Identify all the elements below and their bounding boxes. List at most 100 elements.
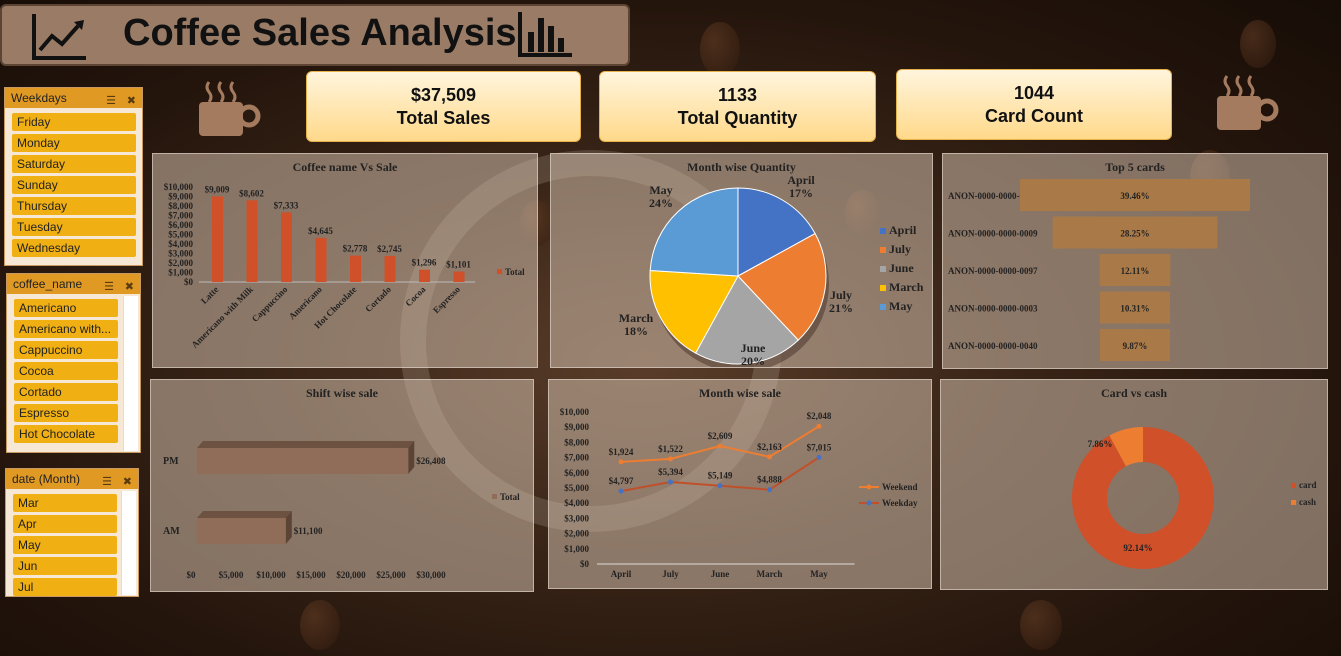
- bar-latte: [212, 196, 223, 282]
- weekdays-slicer[interactable]: Weekdays ☰ ✖ Friday Monday Saturday Sund…: [4, 87, 143, 266]
- y-tick-label: $9,000: [168, 192, 193, 202]
- legend-label: cash: [1299, 497, 1316, 507]
- data-point: [767, 454, 772, 460]
- y-tick-label: $9,000: [564, 422, 589, 432]
- slicer-item[interactable]: Americano with...: [14, 320, 118, 338]
- slicer-item[interactable]: Cocoa: [14, 362, 118, 380]
- legend-label: June: [889, 261, 914, 275]
- slicer-item[interactable]: Mar: [13, 494, 117, 512]
- bar-cortado: [384, 255, 396, 282]
- y-tick-label: $6,000: [564, 468, 589, 478]
- slicer-item[interactable]: Hot Chocolate: [14, 425, 118, 443]
- y-tick-label: $0: [184, 277, 194, 287]
- data-label: $8,602: [239, 188, 264, 198]
- clear-filter-icon[interactable]: ✖: [122, 476, 132, 488]
- page-title: Coffee Sales Analysis: [123, 12, 517, 54]
- multi-select-icon[interactable]: ☰: [102, 476, 112, 488]
- slicer-item[interactable]: Saturday: [12, 155, 136, 173]
- clear-filter-icon[interactable]: ✖: [126, 95, 136, 107]
- category-label: ANON-0000-0000-0012: [948, 191, 1038, 201]
- data-point: [816, 454, 822, 460]
- bar-top-face: [197, 441, 415, 448]
- month-quantity-chart: Month wise Quantity April 17% July 21% June 2…: [550, 153, 933, 368]
- coffee-name-slicer[interactable]: coffee_name ☰ ✖ Americano Americano with…: [6, 273, 141, 453]
- slicer-header: Weekdays ☰ ✖: [5, 88, 142, 108]
- slicer-scrollbar[interactable]: [123, 296, 138, 451]
- data-label: June 20%: [741, 341, 766, 367]
- data-label: $26,408: [416, 456, 446, 466]
- slicer-header: coffee_name ☰ ✖: [7, 274, 140, 294]
- pie-slice-may: [649, 187, 739, 277]
- coffee-bean-image: [700, 22, 740, 76]
- slicer-item[interactable]: Friday: [12, 113, 136, 131]
- bar-hot-chocolate: [350, 255, 361, 282]
- slicer-item[interactable]: Monday: [12, 134, 136, 152]
- legend-label: Total: [505, 267, 525, 277]
- y-tick-label: $10,000: [560, 407, 590, 417]
- category-label: PM: [163, 456, 179, 467]
- slicer-item[interactable]: Tuesday: [12, 218, 136, 236]
- slicer-item[interactable]: Wednesday: [12, 239, 136, 257]
- month-sale-plot: $10,000 $9,000 $8,000 $7,000 $6,000 $5,000 $4,…: [560, 407, 918, 579]
- y-tick-label: $1,000: [564, 544, 589, 554]
- slicer-title: coffee_name: [13, 277, 83, 291]
- data-label: $2,163: [757, 442, 782, 452]
- slicer-item[interactable]: Cappuccino: [14, 341, 118, 359]
- bar-americano: [315, 237, 327, 282]
- data-label: 92.14%: [1123, 543, 1152, 553]
- data-label: $7,015: [807, 442, 832, 452]
- data-label: $7,333: [274, 200, 299, 210]
- slicer-scrollbar[interactable]: [121, 491, 136, 595]
- slicer-item[interactable]: Americano: [14, 299, 118, 317]
- x-tick-label: $10,000: [256, 570, 286, 580]
- multi-select-icon[interactable]: ☰: [104, 281, 114, 293]
- x-tick-label: Latte: [199, 284, 221, 306]
- y-tick-label: $0: [580, 559, 590, 569]
- chart-title: Shift wise sale: [306, 386, 378, 400]
- kpi-card-count: 1044 Card Count: [896, 69, 1172, 140]
- data-label: $4,797: [609, 476, 634, 486]
- slicer-title: date (Month): [12, 472, 81, 486]
- slicer-item[interactable]: May: [13, 536, 117, 554]
- bar-top-face: [197, 511, 292, 518]
- legend-swatch: [1291, 483, 1296, 488]
- slicer-item[interactable]: Thursday: [12, 197, 136, 215]
- kpi-value: 1133: [717, 85, 758, 105]
- slicer-item[interactable]: Apr: [13, 515, 117, 533]
- slicer-item[interactable]: Cortado: [14, 383, 118, 401]
- slicer-item[interactable]: Espresso: [14, 404, 118, 422]
- coffee-cup-icon: [199, 81, 261, 136]
- data-label: 7.86%: [1088, 439, 1113, 449]
- month-slicer[interactable]: date (Month) ☰ ✖ Mar Apr May Jun Jul: [5, 468, 139, 597]
- x-tick-label: July: [662, 569, 679, 579]
- y-tick-label: $4,000: [564, 498, 589, 508]
- x-tick-label: Espresso: [431, 284, 462, 315]
- y-tick-label: $7,000: [168, 211, 193, 221]
- month-quantity-plot: April 17% July 21% June 20% March 18% May 24% Apri…: [619, 173, 924, 367]
- clear-filter-icon[interactable]: ✖: [124, 281, 134, 293]
- y-tick-label: $4,000: [168, 239, 193, 249]
- kpi-total-sales: $37,509 Total Sales: [306, 71, 581, 142]
- y-tick-label: $1,000: [168, 268, 193, 278]
- data-label: 9.87%: [1123, 341, 1148, 351]
- pie-slice-july: [737, 232, 827, 341]
- slicer-item[interactable]: Jul: [13, 578, 117, 596]
- y-tick-label: $2,000: [168, 258, 193, 268]
- data-label: 10.31%: [1120, 304, 1149, 314]
- coffee-bean-image: [1020, 600, 1062, 650]
- legend-swatch: [880, 228, 886, 234]
- data-point: [717, 443, 723, 449]
- multi-select-icon[interactable]: ☰: [106, 95, 116, 107]
- shift-sale-chart: Shift wise sale $0 $5,000 $10,000 $15,000 $2…: [150, 379, 534, 592]
- slicer-item[interactable]: Jun: [13, 557, 117, 575]
- slicer-item[interactable]: Sunday: [12, 176, 136, 194]
- donut-slice-cash: [1109, 427, 1144, 467]
- legend-label: Weekday: [882, 498, 918, 508]
- legend-label: April: [889, 223, 917, 237]
- card-cash-plot: 92.14% 7.86% card cash: [1072, 427, 1317, 569]
- trend-line-icon: [32, 14, 86, 60]
- legend-label: July: [889, 242, 911, 256]
- x-tick-label: $0: [187, 570, 197, 580]
- legend-label: March: [889, 280, 924, 294]
- data-point: [618, 459, 624, 465]
